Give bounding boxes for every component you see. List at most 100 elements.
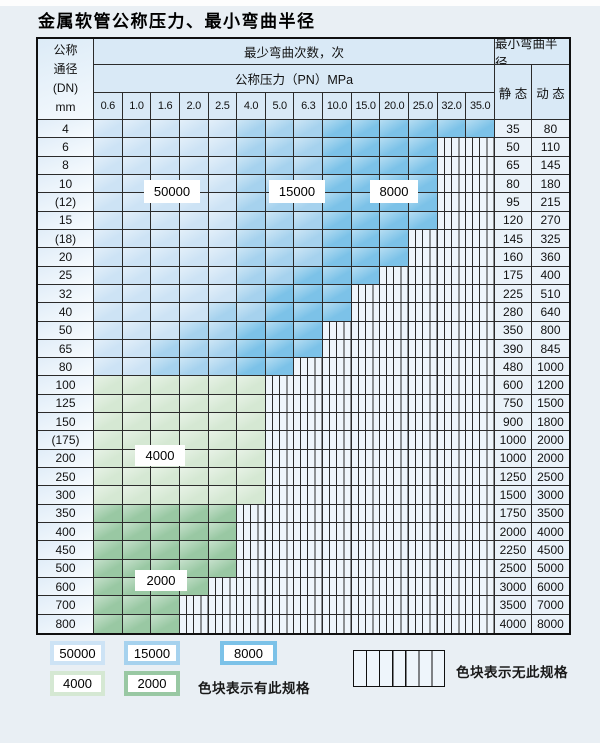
spec-cell	[179, 541, 209, 560]
spec-cell	[437, 468, 467, 487]
spec-cell	[94, 394, 123, 414]
dn-cell: 25	[38, 266, 94, 285]
spec-cell	[380, 449, 410, 469]
dn-cell: 6	[38, 138, 94, 157]
spec-cell	[265, 156, 295, 175]
spec-cell	[237, 193, 266, 212]
spec-cell	[466, 211, 495, 230]
dynamic-radius-cell: 800	[531, 321, 569, 340]
spec-cell	[237, 578, 266, 597]
static-radius-cell: 160	[494, 248, 532, 267]
spec-cell	[380, 578, 410, 597]
spec-cell	[94, 468, 123, 487]
spec-cell	[466, 541, 495, 560]
spec-cell	[409, 468, 438, 487]
spec-cell	[466, 486, 495, 505]
spec-cell	[409, 266, 438, 285]
spec-cell	[122, 321, 152, 340]
spec-cell	[351, 413, 381, 432]
spec-cell	[179, 523, 209, 542]
spec-cell	[122, 413, 152, 432]
spec-cell	[237, 156, 266, 175]
spec-cell	[179, 211, 209, 230]
spec-cell	[437, 541, 467, 560]
dn-cell: 100	[38, 376, 94, 395]
spec-cell	[151, 413, 180, 432]
spec-cell	[409, 614, 438, 633]
spec-cell	[409, 431, 438, 450]
spec-cell	[179, 229, 209, 249]
pressure-tick: 15.0	[351, 93, 381, 120]
spec-cell	[208, 303, 238, 322]
spec-cell	[179, 321, 209, 340]
spec-cell	[323, 468, 352, 487]
spec-cell	[237, 284, 266, 304]
spec-cell	[380, 376, 410, 395]
spec-cell	[466, 339, 495, 359]
spec-cell	[265, 413, 295, 432]
static-radius-cell: 1500	[494, 486, 532, 505]
legend-swatch-value: 50000	[54, 645, 101, 661]
spec-cell	[351, 376, 381, 395]
spec-cell	[380, 486, 410, 505]
spec-cell	[94, 120, 123, 139]
spec-cell	[294, 339, 324, 359]
dynamic-radius-cell: 4500	[531, 541, 569, 560]
legend-swatch-value: 8000	[224, 645, 273, 661]
spec-cell	[208, 431, 238, 450]
spec-cell	[151, 468, 180, 487]
spec-cell	[323, 614, 352, 633]
spec-cell	[409, 449, 438, 469]
spec-cell	[437, 413, 467, 432]
spec-cell	[237, 541, 266, 560]
spec-cell	[437, 321, 467, 340]
dn-cell: 4	[38, 120, 94, 139]
spec-cell	[437, 284, 467, 304]
spec-cell	[94, 229, 123, 249]
spec-cell	[437, 138, 467, 157]
spec-cell	[409, 339, 438, 359]
dn-cell: (12)	[38, 193, 94, 212]
spec-cell	[351, 468, 381, 487]
spec-cell	[94, 578, 123, 597]
spec-cell	[179, 339, 209, 359]
legend-swatch-value: 2000	[128, 675, 176, 692]
spec-cell	[237, 266, 266, 285]
spec-cell	[265, 138, 295, 157]
spec-cell	[294, 578, 324, 597]
pressure-tick: 4.0	[237, 93, 266, 120]
spec-cell	[409, 486, 438, 505]
spec-cell	[294, 248, 324, 267]
spec-cell	[94, 614, 123, 633]
spec-cell	[179, 284, 209, 304]
spec-cell	[466, 120, 495, 139]
spec-cell	[94, 449, 123, 469]
dynamic-radius-cell: 7000	[531, 596, 569, 615]
spec-cell	[179, 156, 209, 175]
spec-cell	[265, 211, 295, 230]
spec-cell	[265, 284, 295, 304]
spec-cell	[151, 358, 180, 377]
static-radius-cell: 2000	[494, 523, 532, 542]
spec-cell	[437, 248, 467, 267]
spec-cell	[94, 321, 123, 340]
spec-cell	[380, 431, 410, 450]
dynamic-radius-cell: 6000	[531, 578, 569, 597]
spec-cell	[94, 174, 123, 194]
spec-cell	[122, 541, 152, 560]
spec-cell	[323, 486, 352, 505]
spec-cell	[122, 303, 152, 322]
dn-cell: 200	[38, 449, 94, 469]
spec-cell	[323, 156, 352, 175]
spec-cell	[323, 321, 352, 340]
spec-cell	[323, 266, 352, 285]
dynamic-radius-cell: 145	[531, 156, 569, 175]
spec-cell	[409, 229, 438, 249]
dynamic-radius-cell: 215	[531, 193, 569, 212]
static-radius-cell: 3500	[494, 596, 532, 615]
spec-cell	[323, 596, 352, 615]
spec-cell	[437, 486, 467, 505]
spec-cell	[294, 504, 324, 524]
spec-cell	[380, 559, 410, 579]
spec-cell	[437, 358, 467, 377]
